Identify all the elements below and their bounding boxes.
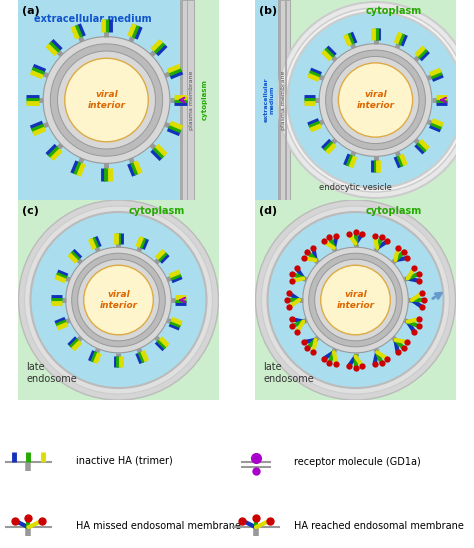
Circle shape [43, 37, 170, 163]
Text: viral
interior: viral interior [87, 90, 126, 110]
Bar [18, 0, 186, 200]
Circle shape [30, 212, 207, 388]
Circle shape [319, 44, 432, 156]
Text: (d): (d) [259, 206, 278, 216]
Text: (b): (b) [259, 6, 278, 16]
Circle shape [277, 2, 474, 198]
Text: plasma membrane: plasma membrane [189, 70, 193, 130]
Text: cytoplasm: cytoplasm [201, 79, 208, 121]
Circle shape [288, 12, 464, 188]
Circle shape [84, 265, 153, 335]
Text: viral
interior: viral interior [356, 90, 394, 110]
Text: cytoplasm: cytoplasm [365, 6, 422, 16]
Circle shape [66, 247, 171, 353]
Circle shape [50, 44, 163, 156]
Text: plasma membrane: plasma membrane [282, 70, 286, 130]
Bar [285, 0, 287, 200]
Circle shape [262, 206, 449, 394]
Bar [278, 0, 290, 200]
Circle shape [315, 259, 396, 341]
Circle shape [338, 63, 413, 137]
Bar [186, 0, 188, 200]
Bar [181, 0, 183, 200]
Bar [255, 0, 280, 200]
Bar [180, 0, 193, 200]
Text: (a): (a) [22, 6, 40, 16]
Circle shape [326, 50, 426, 150]
Text: extracellular
medium: extracellular medium [264, 78, 275, 122]
Circle shape [57, 51, 155, 149]
Circle shape [72, 253, 165, 347]
Circle shape [65, 58, 148, 142]
Text: inactive HA (trimer): inactive HA (trimer) [76, 455, 173, 465]
Circle shape [303, 247, 408, 353]
Circle shape [321, 265, 390, 335]
Circle shape [267, 212, 444, 388]
Circle shape [255, 200, 456, 400]
Circle shape [283, 8, 467, 192]
Text: (c): (c) [22, 206, 39, 216]
Text: late
endosome: late endosome [264, 362, 314, 384]
Circle shape [25, 206, 212, 394]
Circle shape [309, 253, 402, 347]
Text: viral
interior: viral interior [337, 290, 374, 310]
Text: late
endosome: late endosome [27, 362, 77, 384]
Bar [186, 0, 219, 200]
Text: cytoplasm: cytoplasm [128, 206, 185, 216]
Text: HA missed endosomal membrane: HA missed endosomal membrane [76, 521, 241, 530]
Text: receptor molecule (GD1a): receptor molecule (GD1a) [294, 457, 420, 467]
Circle shape [332, 56, 419, 144]
Text: endocytic vesicle: endocytic vesicle [319, 183, 392, 192]
Circle shape [18, 200, 219, 400]
Text: extracellular medium: extracellular medium [35, 14, 152, 24]
Circle shape [78, 259, 159, 341]
Text: cytoplasm: cytoplasm [365, 206, 422, 216]
Bar [280, 0, 281, 200]
Text: HA reached endosomal membrane: HA reached endosomal membrane [294, 521, 464, 530]
Text: viral
interior: viral interior [100, 290, 137, 310]
